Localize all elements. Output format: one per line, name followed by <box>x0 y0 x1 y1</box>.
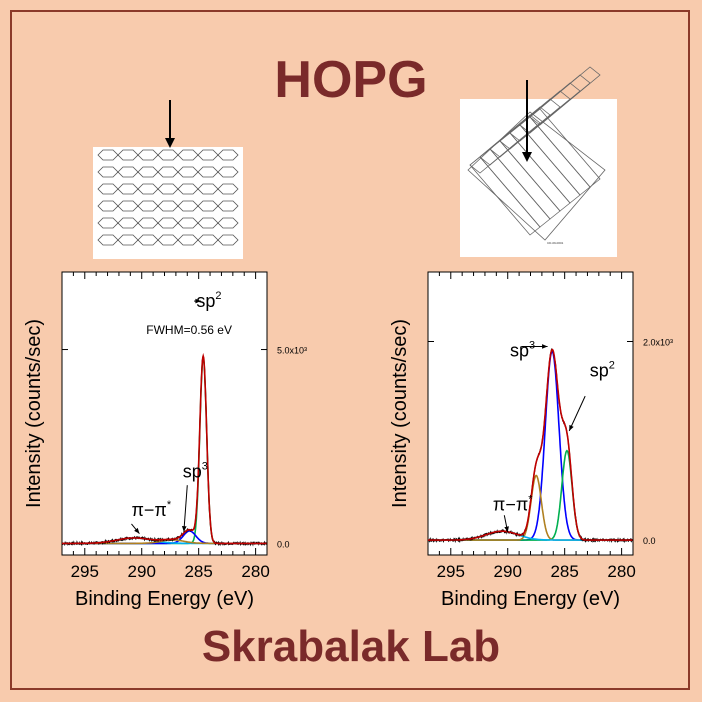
x-tick-label: 290 <box>128 562 156 581</box>
arrowhead-icon <box>181 526 187 532</box>
annotation-label: sp3 <box>183 460 208 481</box>
x-tick-label: 290 <box>494 562 522 581</box>
x-tick-label: 280 <box>607 562 635 581</box>
arrowhead-icon <box>569 424 574 431</box>
y-tick-label: 2.0x10³ <box>643 338 673 348</box>
annotation-label: π−π* <box>131 499 171 520</box>
x-axis-label: Binding Energy (eV) <box>75 588 254 610</box>
annotation-arrow <box>568 395 586 432</box>
plot-area <box>427 271 634 556</box>
arrowhead-icon <box>542 344 548 349</box>
annotation-label: sp2 <box>590 359 615 380</box>
plot-area <box>61 271 268 556</box>
y-tick-label: 0.0 <box>277 539 290 549</box>
y-axis-label: Intensity (counts/sec) <box>23 319 45 508</box>
lab-name: Skrabalak Lab <box>201 622 501 671</box>
x-axis-label: Binding Energy (eV) <box>441 588 620 610</box>
y-axis-label: Intensity (counts/sec) <box>389 319 411 508</box>
x-tick-label: 285 <box>184 562 212 581</box>
y-tick-label: 0.0 <box>643 536 656 546</box>
page-frame <box>10 10 690 690</box>
x-tick-label: 285 <box>550 562 578 581</box>
annotation-arrow <box>183 485 188 532</box>
x-tick-label: 280 <box>241 562 269 581</box>
graphite-tilted-view-image: CD-09-0001 <box>460 66 617 257</box>
annotation-label: sp3 <box>510 339 535 360</box>
page-title: HOPG <box>274 51 428 109</box>
annotation-label: π−π* <box>493 493 533 514</box>
arrowhead-icon <box>195 298 201 304</box>
fit-envelope-series <box>62 352 267 545</box>
y-tick-label: 5.0x10³ <box>277 346 307 356</box>
x-tick-label: 295 <box>437 562 465 581</box>
xps-chart-hopg-side: 295 290 285 280 0.0 5.0x10³ sp2 FWHM=0.56 eV sp… <box>23 271 307 610</box>
svg-text:CD-09-0001: CD-09-0001 <box>547 241 564 245</box>
annotation-label: FWHM=0.56 eV <box>146 323 232 337</box>
x-tick-label: 295 <box>71 562 99 581</box>
xps-chart-hopg-tilted: 295 290 285 280 0.0 2.0x10³ sp3 sp2 π−π* Bindin… <box>389 271 673 610</box>
arrowhead-icon <box>504 526 509 533</box>
arrowhead-icon <box>134 527 140 534</box>
graphite-side-view-image <box>93 100 243 259</box>
fit-envelope-series <box>428 348 633 541</box>
annotation-label: sp2 <box>196 290 221 311</box>
